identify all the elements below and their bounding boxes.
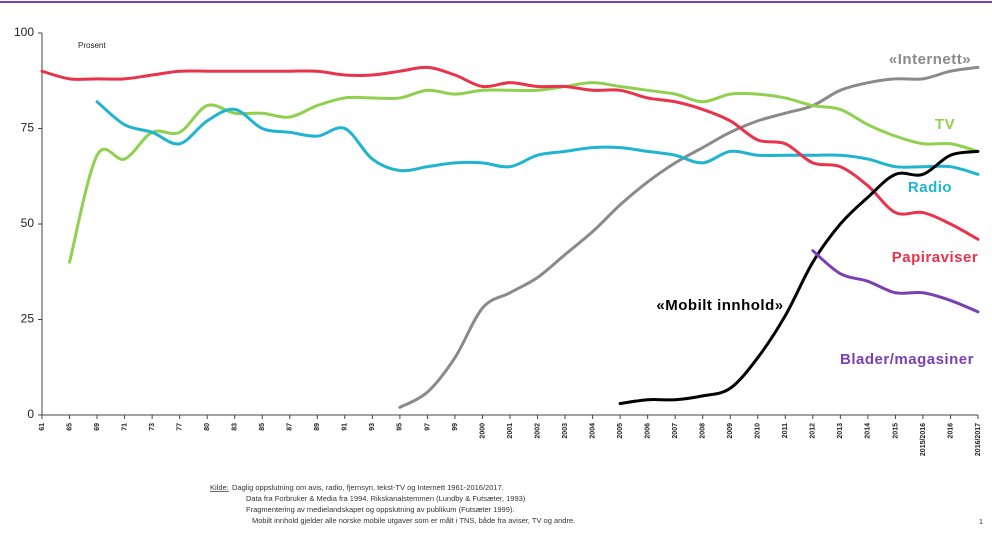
note-line: Mobilt innhold gjelder alle norske mobil… xyxy=(252,516,575,525)
series-label: «Mobilt innhold» xyxy=(656,297,783,314)
x-tick-label: 97 xyxy=(424,423,431,431)
x-tick-label: 95 xyxy=(397,423,404,431)
x-tick-label: 2007 xyxy=(672,423,679,439)
x-tick-label: 2015/2016 xyxy=(920,423,927,456)
x-tick-label: 2005 xyxy=(617,423,624,439)
series-line xyxy=(95,100,980,176)
x-tick-label: 73 xyxy=(149,423,156,431)
y-tick-label: 0 xyxy=(27,407,34,421)
x-tick-label: 2014 xyxy=(865,423,872,439)
x-tick-label: 80 xyxy=(204,423,211,431)
x-tick-label: 69 xyxy=(94,423,101,431)
x-tick-label: 2010 xyxy=(755,423,762,439)
series-line xyxy=(68,81,980,264)
x-tick-label: 61 xyxy=(39,423,46,431)
x-tick-label: 2013 xyxy=(837,423,844,439)
x-tick-label: 2000 xyxy=(479,423,486,439)
x-tick-label: 87 xyxy=(287,423,294,431)
y-tick-label: 50 xyxy=(21,216,35,230)
x-tick-label: 2015 xyxy=(892,423,899,439)
y-tick-label: 75 xyxy=(21,121,35,135)
x-tick-label: 93 xyxy=(369,423,376,431)
y-tick-label: 100 xyxy=(14,25,34,39)
series-label: Papiraviser xyxy=(892,249,978,266)
x-tick-label: 2001 xyxy=(507,423,514,439)
x-tick-label: 2011 xyxy=(782,423,789,438)
x-tick-label: 2002 xyxy=(534,423,541,439)
series-label: Radio xyxy=(908,179,952,196)
series-label: «Internett» xyxy=(889,51,971,68)
x-tick-label: 89 xyxy=(314,423,321,431)
source-label: Kilde: xyxy=(210,483,229,492)
x-tick-label: 2006 xyxy=(644,423,651,439)
y-tick-label: 25 xyxy=(21,312,35,326)
x-tick-label: 99 xyxy=(452,423,459,431)
series-line xyxy=(811,249,980,314)
series-label: TV xyxy=(935,116,955,133)
series-line xyxy=(40,65,980,241)
x-tick-label: 71 xyxy=(121,423,128,431)
series-line xyxy=(618,149,980,406)
x-tick-label: 2004 xyxy=(589,423,596,439)
x-tick-label: 2003 xyxy=(562,423,569,439)
series-line xyxy=(398,65,980,409)
x-tick-label: 2016/2017 xyxy=(975,423,982,456)
x-tick-label: 85 xyxy=(259,423,266,431)
x-tick-label: 2009 xyxy=(727,423,734,439)
x-tick-label: 2012 xyxy=(810,423,817,439)
x-tick-label: 83 xyxy=(232,423,239,431)
note-line: Fragmentering av medielandskapet og opps… xyxy=(246,505,514,514)
x-tick-label: 77 xyxy=(176,423,183,431)
x-tick-label: 65 xyxy=(66,423,73,431)
note-line: Data fra Forbruker & Media fra 1994. Rik… xyxy=(246,494,526,503)
page-number: 1 xyxy=(979,517,983,526)
y-axis-label: Prosent xyxy=(78,41,106,50)
note-line: Daglig oppslutning om avis, radio, fjern… xyxy=(232,483,504,492)
x-tick-label: 2008 xyxy=(700,423,707,439)
x-tick-label: 91 xyxy=(342,423,349,431)
series-label: Blader/magasiner xyxy=(840,351,974,368)
x-tick-label: 2016 xyxy=(947,423,954,439)
